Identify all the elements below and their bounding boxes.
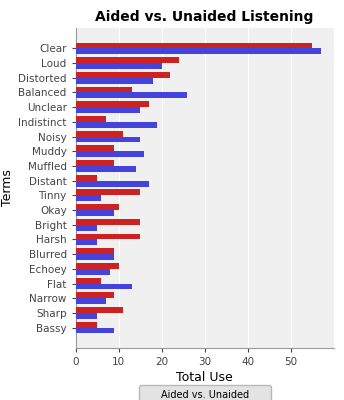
Bar: [76, 204, 119, 210]
Bar: [76, 72, 170, 78]
Bar: [76, 101, 149, 107]
Bar: [76, 322, 97, 328]
Bar: [76, 78, 153, 84]
Legend: Aided, Unaided: Aided, Unaided: [139, 385, 271, 400]
Bar: [76, 166, 136, 172]
Y-axis label: Terms: Terms: [1, 170, 14, 206]
Bar: [76, 263, 119, 269]
Bar: [76, 145, 114, 151]
Bar: [76, 57, 179, 63]
Bar: [76, 122, 157, 128]
Bar: [76, 313, 97, 319]
Bar: [76, 48, 321, 54]
Bar: [76, 284, 131, 289]
Bar: [76, 225, 97, 231]
Bar: [76, 298, 106, 304]
Bar: [76, 269, 110, 275]
Bar: [76, 219, 140, 225]
Bar: [76, 254, 114, 260]
Bar: [76, 151, 144, 157]
Bar: [76, 234, 140, 240]
Bar: [76, 181, 149, 186]
Bar: [76, 92, 187, 98]
Bar: [76, 195, 101, 201]
Bar: [76, 160, 114, 166]
Bar: [76, 210, 114, 216]
Bar: [76, 107, 140, 113]
Bar: [76, 136, 140, 142]
Bar: [76, 190, 140, 195]
Bar: [76, 116, 106, 122]
Bar: [76, 131, 123, 136]
Bar: [76, 278, 101, 284]
Bar: [76, 307, 123, 313]
X-axis label: Total Use: Total Use: [176, 371, 233, 384]
Bar: [76, 328, 114, 334]
Bar: [76, 248, 114, 254]
Bar: [76, 175, 97, 181]
Bar: [76, 240, 97, 245]
Bar: [76, 87, 131, 92]
Bar: [76, 42, 312, 48]
Title: Aided vs. Unaided Listening: Aided vs. Unaided Listening: [96, 10, 314, 24]
Bar: [76, 63, 162, 69]
Bar: [76, 292, 114, 298]
